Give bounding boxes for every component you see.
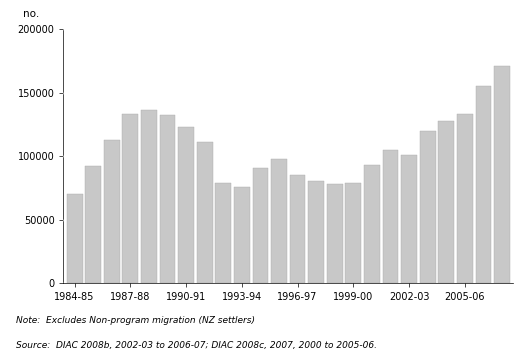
Bar — [178, 127, 194, 283]
Bar — [382, 150, 398, 283]
Bar — [476, 86, 491, 283]
Bar — [67, 195, 83, 283]
Bar — [123, 114, 138, 283]
Text: Note:  Excludes Non-program migration (NZ settlers): Note: Excludes Non-program migration (NZ… — [16, 316, 255, 325]
Bar — [494, 66, 510, 283]
Bar — [327, 184, 343, 283]
Bar — [308, 182, 324, 283]
Bar — [401, 155, 417, 283]
Bar — [364, 165, 380, 283]
Text: Source:  DIAC 2008b, 2002-03 to 2006-07; DIAC 2008c, 2007, 2000 to 2005-06.: Source: DIAC 2008b, 2002-03 to 2006-07; … — [16, 341, 377, 350]
Bar — [197, 142, 213, 283]
Bar — [234, 187, 250, 283]
Text: no.: no. — [23, 9, 39, 19]
Bar — [290, 175, 305, 283]
Bar — [252, 167, 268, 283]
Bar — [160, 115, 176, 283]
Bar — [457, 114, 473, 283]
Bar — [420, 131, 435, 283]
Bar — [215, 183, 231, 283]
Bar — [85, 166, 101, 283]
Bar — [345, 183, 361, 283]
Bar — [104, 139, 120, 283]
Bar — [271, 159, 287, 283]
Bar — [439, 121, 454, 283]
Bar — [141, 110, 157, 283]
